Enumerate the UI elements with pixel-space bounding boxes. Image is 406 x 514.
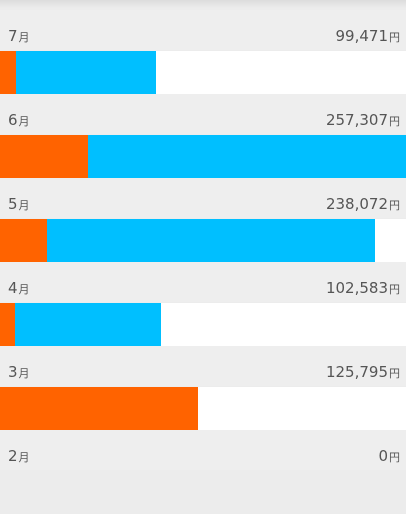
month-number: 7 — [8, 27, 18, 45]
month-row-3[interactable]: 3月 125,795円 — [0, 346, 406, 431]
month-row-7[interactable]: 7月 99,471円 — [0, 10, 406, 95]
month-label: 5月 — [8, 195, 30, 213]
amount-label: 0円 — [378, 447, 400, 465]
amount-unit: 円 — [389, 199, 400, 212]
amount-unit: 円 — [389, 283, 400, 296]
amount-label: 102,583円 — [326, 279, 400, 297]
month-number: 4 — [8, 279, 18, 297]
expense-bar-blue-segment — [88, 135, 406, 179]
amount-value: 99,471 — [335, 27, 389, 45]
month-label: 7月 — [8, 27, 30, 45]
month-row-2[interactable]: 2月 0円 — [0, 430, 406, 514]
amount-unit: 円 — [389, 115, 400, 128]
month-unit: 月 — [18, 199, 30, 212]
month-row-6[interactable]: 6月 257,307円 — [0, 94, 406, 179]
expense-bar-blue-segment — [15, 303, 161, 347]
top-shadow — [0, 0, 406, 8]
month-number: 3 — [8, 363, 18, 381]
month-row-4[interactable]: 4月 102,583円 — [0, 262, 406, 347]
expense-bar-orange-segment — [0, 51, 16, 95]
expense-bar[interactable] — [0, 387, 406, 431]
expense-bar[interactable] — [0, 135, 406, 179]
month-label: 2月 — [8, 447, 30, 465]
amount-value: 238,072 — [325, 195, 388, 213]
amount-label: 99,471円 — [336, 27, 401, 45]
expense-bar-orange-segment — [0, 387, 198, 431]
month-unit: 月 — [18, 367, 30, 380]
month-number: 5 — [8, 195, 18, 213]
month-row-header: 2月 0円 — [0, 430, 406, 470]
amount-value: 257,307 — [325, 111, 388, 129]
amount-unit: 円 — [389, 31, 400, 44]
month-number: 6 — [8, 111, 18, 129]
month-row-header: 4月 102,583円 — [0, 262, 406, 302]
expense-bar-orange-segment — [0, 303, 15, 347]
month-label: 3月 — [8, 363, 30, 381]
month-row-header: 6月 257,307円 — [0, 94, 406, 134]
month-label: 4月 — [8, 279, 30, 297]
amount-label: 238,072円 — [326, 195, 400, 213]
month-row-header: 7月 99,471円 — [0, 10, 406, 50]
expense-bar-orange-segment — [0, 219, 47, 263]
expense-bar-orange-segment — [0, 135, 88, 179]
amount-value: 102,583 — [325, 279, 388, 297]
month-row-header: 3月 125,795円 — [0, 346, 406, 386]
expense-bar[interactable] — [0, 303, 406, 347]
month-label: 6月 — [8, 111, 30, 129]
month-row-5[interactable]: 5月 238,072円 — [0, 178, 406, 263]
amount-unit: 円 — [389, 451, 400, 464]
amount-label: 125,795円 — [326, 363, 400, 381]
monthly-expense-list[interactable]: 7月 99,471円 6月 257,307円 5月 238,072円 4月 10… — [0, 10, 406, 514]
month-unit: 月 — [18, 31, 30, 44]
month-unit: 月 — [18, 115, 30, 128]
month-number: 2 — [8, 447, 18, 465]
amount-label: 257,307円 — [326, 111, 400, 129]
month-row-header: 5月 238,072円 — [0, 178, 406, 218]
amount-unit: 円 — [389, 367, 400, 380]
expense-bar[interactable] — [0, 219, 406, 263]
amount-value: 125,795 — [325, 363, 388, 381]
expense-bar-blue-segment — [47, 219, 375, 263]
month-unit: 月 — [18, 283, 30, 296]
expense-bar[interactable] — [0, 51, 406, 95]
expense-bar-blue-segment — [16, 51, 156, 95]
amount-value: 0 — [378, 447, 388, 465]
month-unit: 月 — [18, 451, 30, 464]
